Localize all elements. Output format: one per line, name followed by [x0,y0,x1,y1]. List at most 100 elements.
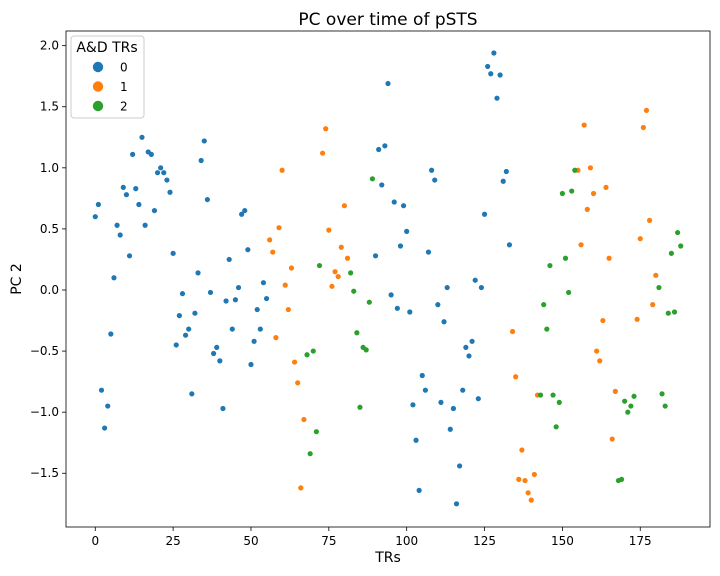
data-point-series-0-41 [220,405,226,412]
data-point-series-0-74 [429,167,435,173]
data-point-series-0-4 [105,403,111,409]
data-point-series-1-31 [578,242,584,248]
data-point-series-1-39 [603,184,609,190]
data-point-series-2-11 [366,299,372,305]
data-point-series-1-14 [326,227,332,233]
data-point-series-1-49 [653,272,659,278]
x-axis-label: TRs [374,550,401,566]
data-point-series-0-39 [214,344,220,351]
data-point-series-0-32 [192,310,198,316]
data-point-series-0-30 [186,326,192,332]
data-point-series-1-11 [301,416,307,423]
data-point-series-0-2 [98,387,105,393]
data-point-series-0-42 [223,298,229,304]
data-point-series-0-47 [239,211,245,217]
data-point-series-2-2 [310,348,316,354]
data-point-series-2-29 [628,403,634,409]
data-point-series-0-60 [385,80,391,87]
data-point-series-0-20 [154,170,161,176]
legend-marker-0 [92,61,104,73]
data-point-series-0-27 [176,313,182,319]
x-tick-label-0: 0 [91,534,99,548]
data-point-series-1-13 [323,126,329,132]
y-tick-label-3: 0.0 [40,283,59,297]
y-tick-label-6: 1.5 [40,100,59,114]
data-point-series-0-25 [170,250,176,256]
data-point-series-0-99 [506,242,513,248]
data-point-series-0-82 [453,501,460,507]
data-point-series-2-20 [559,190,565,197]
data-point-series-1-16 [332,269,338,275]
data-point-series-1-9 [295,380,301,386]
data-point-series-0-24 [167,189,173,195]
data-point-series-0-35 [201,138,207,144]
data-point-series-1-34 [587,165,594,171]
data-point-series-0-79 [444,284,450,291]
data-point-series-0-37 [207,289,214,296]
data-point-series-0-89 [475,396,481,402]
x-axis-ticks: 0 25 50 75 100 125 150 175 [91,527,652,548]
data-point-series-1-6 [285,306,291,313]
data-point-series-2-23 [569,188,575,194]
data-point-series-0-53 [257,326,263,332]
data-point-series-0-84 [460,387,466,393]
data-point-series-2-31 [656,284,662,291]
data-point-series-0-72 [422,387,428,393]
plot-area [65,30,711,528]
y-tick-label-2: −0.5 [30,344,59,358]
data-point-series-2-1 [307,451,313,457]
data-point-series-0-52 [254,306,260,313]
y-tick-label-4: 0.5 [40,222,59,236]
data-point-series-1-48 [650,302,656,308]
data-point-series-0-29 [182,332,189,338]
data-point-series-0-26 [173,342,179,348]
data-point-series-0-77 [438,399,444,405]
data-point-series-1-10 [298,485,304,491]
data-point-series-0-80 [447,426,453,432]
x-tick-label-2: 50 [243,534,258,548]
data-point-series-0-5 [108,331,114,337]
legend-label-2: 2 [120,100,128,114]
data-point-series-1-38 [600,317,606,324]
data-point-series-1-44 [637,236,643,242]
data-point-series-0-90 [478,284,485,291]
data-point-series-0-75 [432,177,438,183]
data-point-series-1-26 [525,490,531,496]
data-point-series-0-87 [469,338,475,344]
data-point-series-1-5 [282,282,288,288]
plot-frame [65,30,711,528]
data-point-series-1-42 [612,388,618,394]
data-point-series-0-31 [189,391,195,397]
data-point-series-1-22 [513,374,519,380]
data-point-series-1-19 [341,203,347,209]
data-point-series-0-56 [372,253,379,259]
y-tick-label-7: 2.0 [40,39,59,53]
data-point-series-0-85 [463,344,469,351]
data-point-series-0-98 [503,168,509,175]
data-point-series-1-33 [584,206,590,212]
legend-label-0: 0 [120,61,128,75]
data-point-series-1-2 [273,335,279,341]
data-point-series-2-8 [357,404,363,410]
data-point-series-1-46 [643,107,650,114]
data-point-series-2-33 [662,403,668,409]
data-point-series-0-68 [410,402,416,408]
data-point-series-1-36 [594,348,600,354]
data-point-series-0-16 [142,222,148,228]
data-point-series-0-6 [111,275,117,281]
data-point-series-0-81 [450,405,456,412]
data-point-series-0-83 [457,463,463,469]
data-point-series-2-28 [625,409,631,415]
data-point-series-0-18 [148,151,154,157]
data-point-series-2-7 [354,330,360,336]
data-point-series-0-43 [226,256,232,263]
data-point-series-0-64 [397,243,404,249]
data-point-series-0-88 [472,277,478,283]
data-point-series-1-3 [276,225,282,231]
data-point-series-2-26 [618,476,625,482]
data-point-series-0-92 [485,63,491,70]
x-tick-label-7: 175 [629,534,652,548]
data-point-series-0-61 [388,292,394,298]
data-point-series-1-37 [597,358,603,364]
data-point-series-2-32 [659,391,665,397]
